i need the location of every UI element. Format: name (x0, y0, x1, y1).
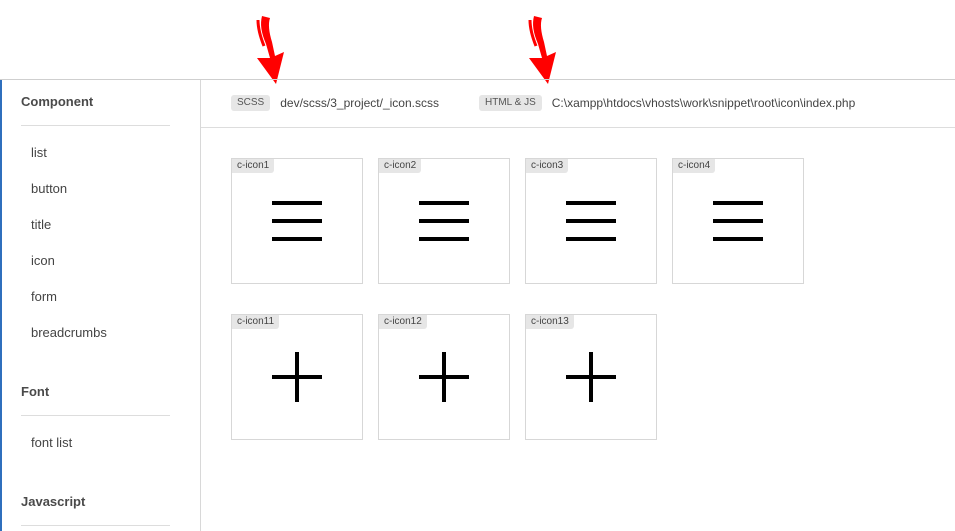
html-js-path-group: HTML & JS C:\xampp\htdocs\vhosts\work\sn… (479, 95, 855, 111)
sidebar-item-icon[interactable]: icon (21, 243, 170, 279)
sidebar-item-font-list[interactable]: font list (21, 425, 170, 461)
sidebar-section-component: Component list button title icon form br… (21, 80, 170, 351)
icon-card[interactable]: c-icon2 (378, 158, 510, 284)
scss-path-group: SCSS dev/scss/3_project/_icon.scss (231, 95, 439, 111)
plus-icon (271, 351, 323, 403)
sidebar-list-component: list button title icon form breadcrumbs (21, 135, 170, 351)
sidebar-heading-component: Component (21, 80, 170, 126)
html-js-path: C:\xampp\htdocs\vhosts\work\snippet\root… (552, 96, 856, 110)
icon-card[interactable]: c-icon12 (378, 314, 510, 440)
hamburger-icon (418, 199, 470, 243)
card-label: c-icon11 (232, 315, 279, 329)
sidebar-item-button[interactable]: button (21, 171, 170, 207)
sidebar-item-breadcrumbs[interactable]: breadcrumbs (21, 315, 170, 351)
plus-icon (565, 351, 617, 403)
scss-path: dev/scss/3_project/_icon.scss (280, 96, 439, 110)
icon-card[interactable]: c-icon11 (231, 314, 363, 440)
annotation-arrow-scss (248, 14, 288, 86)
sidebar-item-form[interactable]: form (21, 279, 170, 315)
card-label: c-icon2 (379, 159, 421, 173)
card-label: c-icon1 (232, 159, 274, 173)
card-label: c-icon13 (526, 315, 574, 329)
annotation-arrow-html-js (520, 14, 560, 86)
icon-card[interactable]: c-icon1 (231, 158, 363, 284)
sidebar-list-font: font list (21, 425, 170, 461)
hamburger-icon (271, 199, 323, 243)
sidebar-item-list[interactable]: list (21, 135, 170, 171)
hamburger-icon (712, 199, 764, 243)
sidebar-section-javascript: Javascript (21, 480, 170, 526)
file-path-bar: SCSS dev/scss/3_project/_icon.scss HTML … (201, 80, 955, 128)
icon-card[interactable]: c-icon13 (525, 314, 657, 440)
card-label: c-icon4 (673, 159, 715, 173)
icon-card[interactable]: c-icon4 (672, 158, 804, 284)
sidebar-item-title[interactable]: title (21, 207, 170, 243)
sidebar-heading-javascript: Javascript (21, 480, 170, 526)
icon-card[interactable]: c-icon3 (525, 158, 657, 284)
app-frame: Component list button title icon form br… (0, 79, 955, 531)
card-label: c-icon3 (526, 159, 568, 173)
plus-icon (418, 351, 470, 403)
hamburger-icon (565, 199, 617, 243)
card-label: c-icon12 (379, 315, 427, 329)
sidebar-section-font: Font font list (21, 370, 170, 461)
html-js-tag: HTML & JS (479, 95, 542, 111)
scss-tag: SCSS (231, 95, 270, 111)
sidebar: Component list button title icon form br… (0, 80, 201, 531)
sidebar-heading-font: Font (21, 370, 170, 416)
